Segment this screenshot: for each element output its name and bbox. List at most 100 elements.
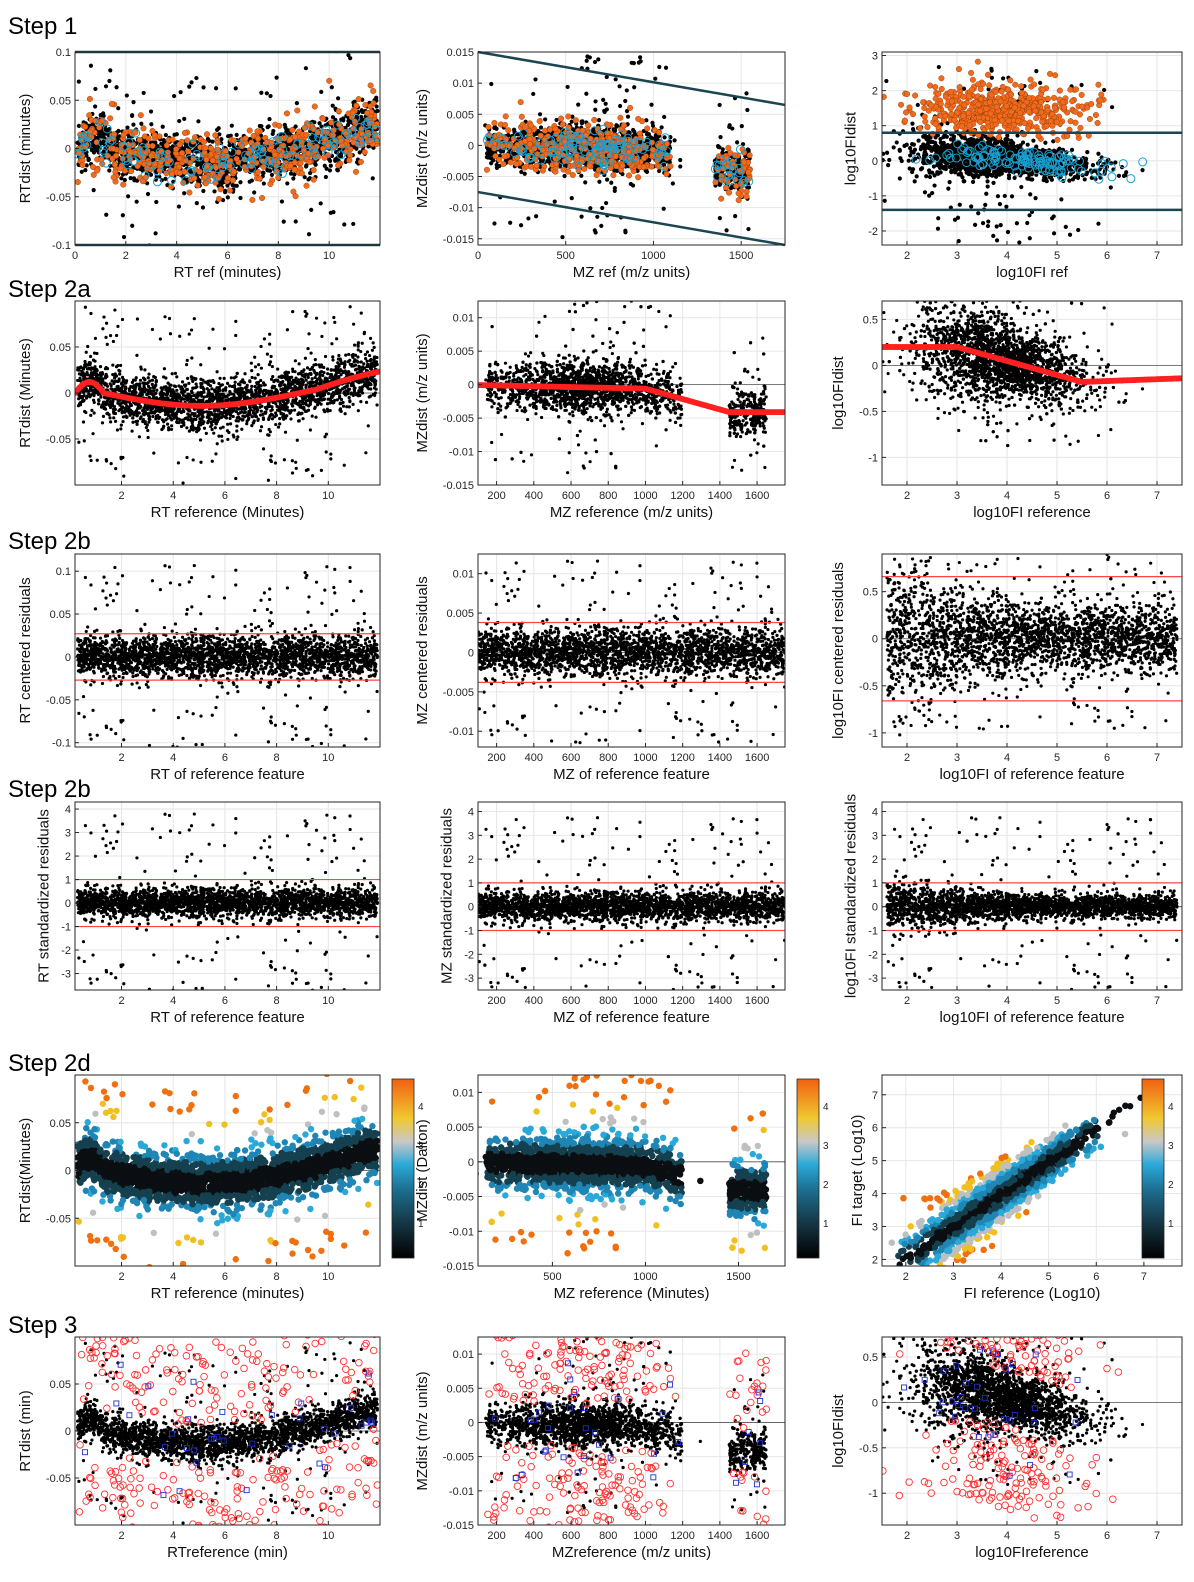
data-point bbox=[93, 86, 98, 92]
outlier-point bbox=[593, 171, 600, 178]
data-point bbox=[162, 139, 167, 144]
y-tick-label: 0.005 bbox=[446, 109, 474, 121]
data-point bbox=[718, 135, 723, 140]
selected-point bbox=[355, 123, 365, 133]
selected-point bbox=[281, 153, 291, 163]
x-axis-label: RT ref (minutes) bbox=[174, 264, 282, 281]
data-point bbox=[487, 149, 492, 154]
data-point bbox=[646, 132, 651, 137]
data-point bbox=[1025, 220, 1030, 226]
data-point bbox=[354, 114, 359, 119]
data-point bbox=[327, 168, 333, 173]
data-point bbox=[306, 232, 312, 237]
outlier-point bbox=[79, 161, 86, 168]
outlier-point bbox=[352, 168, 359, 175]
selected-point bbox=[729, 164, 739, 174]
data-point bbox=[134, 199, 139, 204]
outlier-point bbox=[353, 102, 360, 109]
data-point bbox=[268, 168, 273, 173]
outlier-point bbox=[310, 167, 317, 174]
outlier-point bbox=[196, 168, 203, 175]
data-point bbox=[225, 183, 230, 188]
outlier-point bbox=[326, 77, 333, 84]
y-tick-label: 0.01 bbox=[453, 78, 474, 90]
outlier-point bbox=[224, 175, 231, 182]
outlier-point bbox=[663, 171, 670, 178]
selected-point bbox=[355, 136, 365, 146]
data-point bbox=[104, 212, 109, 217]
data-point bbox=[160, 124, 165, 129]
step-title: Step 1 bbox=[8, 13, 77, 40]
data-point bbox=[334, 150, 339, 155]
selected-point bbox=[250, 142, 260, 152]
data-point bbox=[145, 191, 151, 197]
data-point bbox=[537, 112, 543, 117]
selected-point bbox=[725, 176, 735, 186]
data-point bbox=[522, 171, 527, 176]
data-point bbox=[342, 222, 347, 227]
data-point bbox=[648, 135, 654, 140]
data-point bbox=[91, 146, 97, 151]
outlier-point bbox=[151, 161, 158, 168]
outlier-point bbox=[656, 129, 663, 136]
selected-point bbox=[574, 144, 584, 154]
data-point bbox=[141, 90, 146, 96]
data-point bbox=[220, 198, 226, 203]
data-point bbox=[182, 191, 187, 196]
selected-point bbox=[716, 155, 726, 165]
outlier-point bbox=[120, 131, 127, 138]
outlier-point bbox=[203, 131, 210, 138]
data-point bbox=[293, 219, 298, 224]
data-point bbox=[196, 119, 201, 124]
data-point bbox=[592, 228, 597, 233]
outlier-point bbox=[242, 135, 249, 142]
outlier-point bbox=[181, 129, 188, 136]
data-point bbox=[489, 161, 494, 166]
data-point bbox=[330, 103, 335, 108]
outlier-point bbox=[231, 168, 238, 175]
outlier-point bbox=[502, 113, 509, 120]
selected-point bbox=[558, 155, 568, 165]
data-point bbox=[662, 114, 667, 120]
data-point bbox=[492, 221, 497, 226]
data-point bbox=[600, 205, 605, 211]
selected-point bbox=[556, 142, 566, 152]
outlier-point bbox=[148, 152, 155, 159]
selected-point bbox=[138, 143, 148, 153]
outlier-point bbox=[355, 96, 362, 103]
data-point bbox=[336, 156, 341, 162]
selected-point bbox=[564, 153, 574, 163]
selected-point bbox=[164, 157, 174, 167]
outlier-point bbox=[496, 156, 503, 163]
selected-point bbox=[536, 155, 546, 165]
data-point bbox=[603, 101, 608, 106]
outlier-point bbox=[367, 103, 374, 110]
data-point bbox=[746, 226, 751, 232]
outlier-point bbox=[291, 166, 298, 173]
data-point bbox=[101, 139, 106, 144]
selected-point bbox=[559, 131, 569, 141]
data-point bbox=[284, 127, 289, 132]
selected-point bbox=[738, 178, 748, 188]
outlier-point bbox=[294, 107, 301, 114]
data-point bbox=[584, 58, 589, 63]
data-point bbox=[590, 128, 595, 133]
selected-point bbox=[293, 139, 303, 149]
data-point bbox=[946, 186, 951, 191]
data-point bbox=[374, 104, 379, 109]
data-point bbox=[91, 188, 96, 193]
x-tick-label: 1000 bbox=[641, 250, 665, 262]
selected-point bbox=[153, 166, 163, 176]
selected-point bbox=[517, 146, 527, 156]
outlier-point bbox=[319, 115, 326, 122]
data-point bbox=[662, 135, 667, 140]
outlier-point bbox=[299, 170, 306, 177]
selected-point bbox=[82, 132, 92, 142]
data-point bbox=[225, 195, 230, 200]
selected-point bbox=[551, 133, 561, 143]
plot-frame bbox=[477, 51, 786, 246]
outlier-point bbox=[287, 163, 294, 170]
selected-point bbox=[254, 144, 264, 154]
data-point bbox=[303, 66, 309, 71]
data-point bbox=[99, 133, 104, 138]
